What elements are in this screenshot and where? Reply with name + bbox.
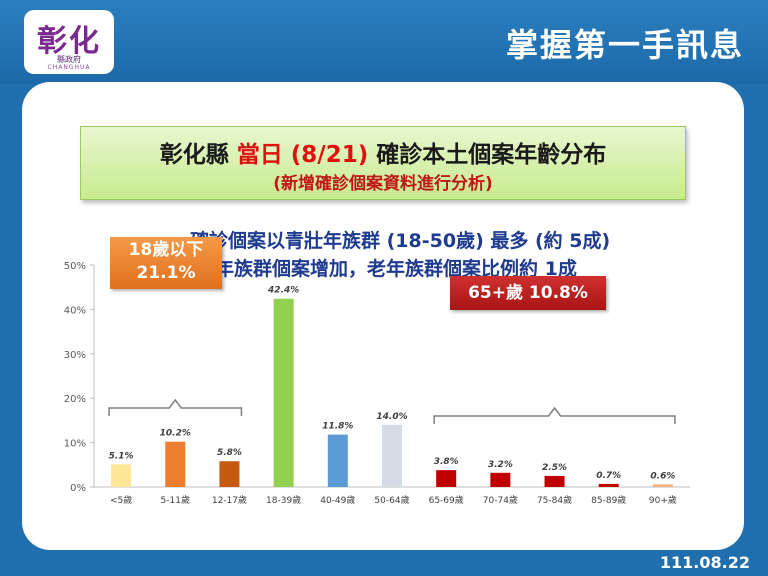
x-tick-label: 40-49歲 [320, 494, 355, 506]
x-tick-label: <5歲 [110, 494, 132, 506]
x-tick-label: 70-74歲 [483, 494, 518, 506]
data-label: 5.1% [109, 451, 134, 461]
data-label: 3.2% [488, 460, 513, 470]
data-label: 42.4% [267, 286, 299, 296]
data-label: 5.8% [217, 448, 242, 458]
chart-title-box: 彰化縣 當日 (8/21) 確診本土個案年齡分布 (新增確診個案資料進行分析) [80, 126, 686, 200]
data-label: 0.7% [596, 471, 621, 481]
y-tick-label: 40% [64, 305, 86, 316]
bar-10 [652, 484, 673, 487]
x-tick-label: 85-89歲 [591, 494, 626, 506]
data-label: 10.2% [160, 429, 191, 439]
chart-labels: 5.1% <5歲 10.2% 5-11歲 5.8% 12-17歲 42.4% 18-39歲 11… [109, 286, 677, 506]
title-topic: 確診本土個案年齡分布 [376, 142, 607, 168]
data-label: 3.8% [434, 457, 459, 467]
bar-4 [327, 434, 348, 487]
bar-9 [598, 483, 619, 487]
bar-8 [544, 475, 565, 487]
bar-6 [436, 470, 457, 487]
chart-subtitle-note: (新增確診個案資料進行分析) [273, 174, 493, 194]
bar-7 [490, 472, 511, 487]
data-label: 14.0% [376, 412, 407, 422]
data-label: 2.5% [542, 463, 567, 473]
x-tick-label: 12-17歲 [212, 494, 247, 506]
changhua-logo: 彰化 縣政府 CHANGHUA [24, 10, 114, 74]
y-tick-label: 10% [64, 439, 86, 450]
header-band [0, 0, 768, 84]
logo-sub-text: 縣政府 [57, 55, 81, 64]
header-title: 掌握第一手訊息 [505, 26, 744, 64]
bar-0 [111, 464, 132, 487]
x-tick-label: 18-39歲 [266, 494, 301, 506]
logo-en-text: CHANGHUA [47, 64, 91, 71]
report-date: 111.08.22 [659, 553, 750, 572]
y-tick-label: 50% [64, 261, 86, 272]
title-date: 當日 (8/21) [236, 142, 369, 168]
data-label: 0.6% [650, 471, 675, 481]
logo-main-text: 彰化 [37, 24, 101, 59]
group-braces [108, 398, 676, 424]
x-tick-label: 5-11歲 [161, 494, 190, 506]
y-tick-label: 30% [64, 350, 86, 361]
x-tick-label: 65-69歲 [429, 494, 464, 506]
under-18-callout: 18歲以下 21.1% [110, 237, 222, 289]
x-tick-label: 50-64歲 [374, 494, 409, 506]
summary-line-2: 中年族群個案增加，老年族群個案比例約 1成 [196, 258, 577, 280]
x-tick-label: 75-84歲 [537, 494, 572, 506]
under-18-brace [108, 398, 243, 416]
y-tick-label: 20% [64, 394, 86, 405]
under-18-label: 18歲以下 [128, 240, 204, 260]
bar-3 [273, 298, 294, 487]
over-65-brace [433, 406, 676, 424]
chart-title: 彰化縣 當日 (8/21) 確診本土個案年齡分布 [81, 135, 685, 169]
y-tick-label: 0% [70, 483, 86, 494]
data-label: 11.8% [322, 422, 353, 432]
under-18-percent: 21.1% [136, 263, 196, 283]
bar-2 [219, 461, 240, 487]
over-65-callout: 65+歲 10.8% [450, 276, 606, 310]
chart-bars [111, 298, 673, 487]
x-tick-label: 90+歲 [649, 494, 677, 506]
bar-5 [382, 424, 402, 487]
bar-1 [165, 441, 186, 487]
summary-line-1: 確診個案以青壯年族群 (18-50歲) 最多 (約 5成) [190, 230, 611, 252]
title-county: 彰化縣 [159, 142, 229, 168]
